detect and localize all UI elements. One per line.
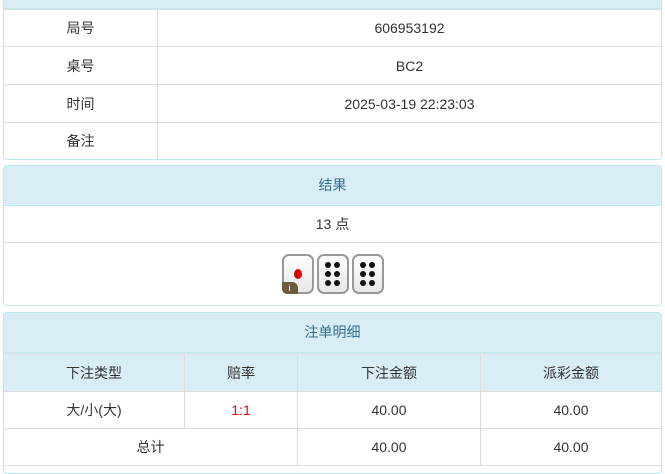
total-label: 总计 bbox=[4, 428, 298, 466]
bet-amount: 40.00 bbox=[297, 391, 481, 429]
die-1: i bbox=[281, 254, 314, 294]
total-row: 总计 40.00 40.00 bbox=[4, 428, 661, 466]
total-payout: 40.00 bbox=[480, 428, 661, 466]
row-table-id: 桌号 BC2 bbox=[4, 46, 661, 85]
total-amount: 40.00 bbox=[297, 428, 481, 466]
col-odds: 赔率 bbox=[184, 353, 298, 392]
info-icon[interactable]: i bbox=[281, 282, 298, 294]
result-points: 13 点 bbox=[4, 206, 661, 243]
round-info-panel: 局号 606953192 桌号 BC2 时间 2025-03-19 22:23:03 … bbox=[3, 0, 662, 160]
bet-details-title: 注单明细 bbox=[4, 313, 661, 353]
col-payout: 派彩金额 bbox=[480, 353, 661, 392]
col-bet-amount: 下注金额 bbox=[297, 353, 481, 392]
table-header: 下注类型 赔率 下注金额 派彩金额 bbox=[4, 353, 661, 392]
die-6 bbox=[316, 254, 349, 294]
bet-type: 大/小(大) bbox=[4, 391, 185, 429]
label: 局号 bbox=[4, 9, 158, 47]
label: 桌号 bbox=[4, 46, 158, 85]
col-bet-type: 下注类型 bbox=[4, 353, 185, 392]
bet-details-table: 下注类型 赔率 下注金额 派彩金额 大/小(大) 1:1 40.00 40.00… bbox=[4, 353, 661, 466]
payout: 40.00 bbox=[480, 391, 661, 429]
result-title: 结果 bbox=[4, 166, 661, 206]
label: 备注 bbox=[4, 122, 158, 159]
row-round-id: 局号 606953192 bbox=[4, 9, 661, 47]
remark bbox=[157, 122, 661, 159]
result-panel: 结果 13 点 i bbox=[3, 165, 662, 306]
panel-header bbox=[4, 0, 661, 9]
table-id: BC2 bbox=[157, 46, 661, 85]
time: 2025-03-19 22:23:03 bbox=[157, 84, 661, 123]
row-remark: 备注 bbox=[4, 122, 661, 159]
bet-details-panel: 注单明细 下注类型 赔率 下注金额 派彩金额 大/小(大) 1:1 40.00 … bbox=[3, 312, 662, 474]
row-time: 时间 2025-03-19 22:23:03 bbox=[4, 84, 661, 123]
round-info-table: 局号 606953192 桌号 BC2 时间 2025-03-19 22:23:03 … bbox=[4, 9, 661, 159]
odds: 1:1 bbox=[184, 391, 298, 429]
die-6 bbox=[351, 254, 384, 294]
dice-row: i bbox=[4, 243, 661, 305]
label: 时间 bbox=[4, 84, 158, 123]
round-id: 606953192 bbox=[157, 9, 661, 47]
table-row: 大/小(大) 1:1 40.00 40.00 bbox=[4, 391, 661, 429]
